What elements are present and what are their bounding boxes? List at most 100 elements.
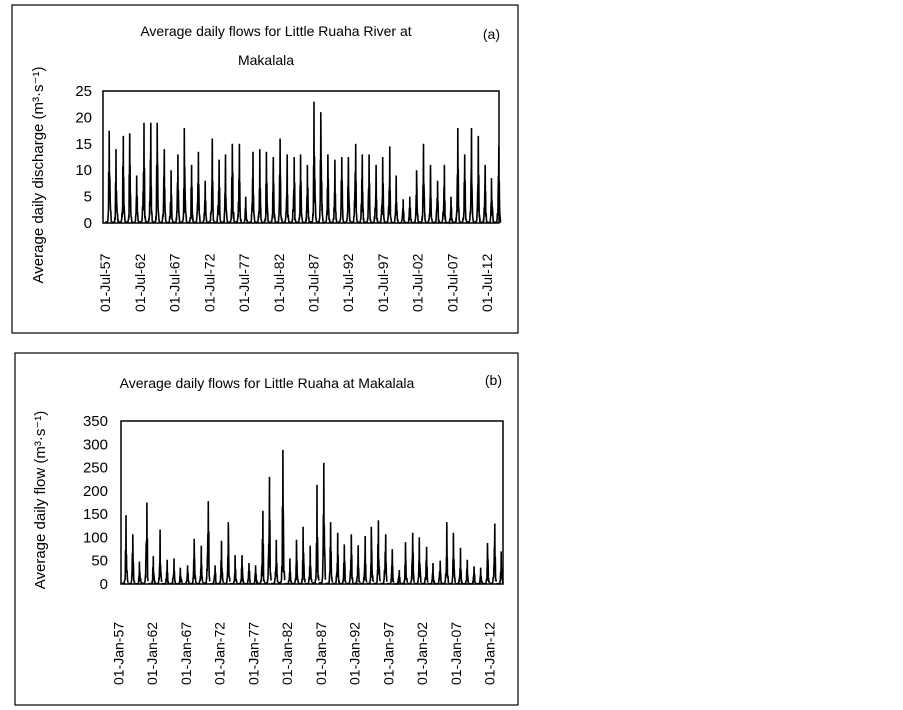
flow-season-12 xyxy=(202,501,211,585)
flow-season-5 xyxy=(139,122,147,223)
x-tick-label: 01-Jan-97 xyxy=(380,622,396,685)
y-tick-label: 150 xyxy=(83,506,108,523)
y-tick-label: 25 xyxy=(75,83,92,100)
flow-season-16 xyxy=(230,555,238,585)
flow-season-29 xyxy=(303,164,311,224)
flow-season-3 xyxy=(141,502,149,585)
flow-season-19 xyxy=(250,565,259,585)
flow-season-7 xyxy=(168,558,177,585)
flow-season-30 xyxy=(325,522,334,585)
x-tick-label: 01-Jul-07 xyxy=(444,253,460,312)
flow-season-25 xyxy=(291,539,300,585)
flow-season-52 xyxy=(460,154,468,224)
flow-season-53 xyxy=(482,542,491,585)
flow-season-44 xyxy=(421,546,429,585)
chart-b-panel-label: (b) xyxy=(485,372,502,388)
flow-season-40 xyxy=(378,156,386,224)
flow-season-30 xyxy=(309,101,318,223)
x-tick-label: 01-Jan-92 xyxy=(347,622,363,685)
flow-season-18 xyxy=(243,562,252,585)
flow-season-17 xyxy=(237,555,245,585)
flow-season-13 xyxy=(209,565,218,585)
flow-season-4 xyxy=(148,556,156,585)
flow-season-24 xyxy=(284,558,293,585)
flow-season-44 xyxy=(405,196,413,224)
x-tick-label: 01-Jan-67 xyxy=(178,622,194,685)
y-tick-label: 0 xyxy=(100,576,108,593)
y-tick-label: 300 xyxy=(83,436,108,453)
flow-season-34 xyxy=(337,156,345,224)
flow-season-6 xyxy=(146,122,154,223)
flow-season-8 xyxy=(159,149,168,224)
flow-season-0 xyxy=(121,515,129,585)
flow-season-43 xyxy=(398,199,406,224)
y-tick-label: 200 xyxy=(83,483,108,500)
flow-season-49 xyxy=(455,547,463,585)
flow-season-29 xyxy=(318,462,327,584)
x-tick-label: 01-Jul-92 xyxy=(340,253,356,312)
x-tick-label: 01-Jul-87 xyxy=(306,253,322,312)
flow-season-15 xyxy=(223,522,231,585)
flow-season-11 xyxy=(196,545,204,585)
flow-season-54 xyxy=(473,135,482,223)
flow-season-46 xyxy=(434,560,443,585)
flow-season-27 xyxy=(305,545,313,585)
flow-season-47 xyxy=(426,164,434,224)
y-tick-label: 50 xyxy=(91,553,108,570)
flow-season-51 xyxy=(468,566,477,585)
x-tick-label: 01-Jul-97 xyxy=(375,253,391,312)
chart-a-frame xyxy=(11,4,519,334)
flow-season-42 xyxy=(407,532,416,585)
flow-season-19 xyxy=(234,143,243,223)
flow-season-21 xyxy=(248,151,256,224)
flow-season-23 xyxy=(262,151,270,224)
flow-season-2 xyxy=(134,561,143,585)
flow-season-55 xyxy=(496,551,504,585)
flow-season-45 xyxy=(412,170,420,224)
flow-season-11 xyxy=(180,127,188,223)
flow-season-55 xyxy=(480,164,488,224)
x-tick-label: 01-Jul-12 xyxy=(479,253,495,312)
flow-season-28 xyxy=(312,484,320,584)
x-tick-label: 01-Jul-77 xyxy=(236,253,252,312)
flow-season-10 xyxy=(173,154,181,224)
x-tick-label: 01-Jan-77 xyxy=(245,622,261,685)
x-tick-label: 01-Jan-62 xyxy=(144,622,160,685)
flow-season-5 xyxy=(155,529,163,585)
chart-a-y-axis-label: Average daily discharge (m³·s⁻¹) xyxy=(30,67,47,284)
flow-season-27 xyxy=(289,156,297,224)
flow-season-22 xyxy=(255,149,263,224)
flow-season-35 xyxy=(344,156,352,224)
flow-season-8 xyxy=(175,567,183,585)
chart-b-y-axis-label: Average daily flow (m³·s⁻¹) xyxy=(32,411,49,590)
x-tick-label: 01-Jan-82 xyxy=(279,622,295,685)
flow-season-38 xyxy=(380,534,388,585)
flow-season-14 xyxy=(216,540,225,585)
y-tick-label: 350 xyxy=(83,413,108,430)
flow-season-20 xyxy=(257,510,266,585)
flow-season-36 xyxy=(350,143,359,223)
flow-season-9 xyxy=(166,170,174,224)
flow-season-46 xyxy=(419,143,427,223)
flow-season-45 xyxy=(428,562,436,585)
flow-season-53 xyxy=(466,127,475,223)
flow-season-26 xyxy=(298,526,306,585)
flow-season-41 xyxy=(400,542,409,586)
flow-season-41 xyxy=(385,146,393,223)
flow-season-31 xyxy=(332,532,341,585)
y-tick-label: 5 xyxy=(84,189,92,206)
flow-season-54 xyxy=(489,523,497,585)
flow-season-24 xyxy=(268,156,277,224)
flow-season-38 xyxy=(364,154,372,224)
flow-season-39 xyxy=(371,164,379,224)
flow-season-15 xyxy=(207,138,215,223)
chart-b-plot-area xyxy=(120,420,504,585)
flow-season-14 xyxy=(200,180,208,224)
x-tick-label: 01-Jan-87 xyxy=(313,622,329,685)
flow-season-26 xyxy=(282,154,290,224)
chart-b-title: Average daily flows for Little Ruaha at … xyxy=(120,375,415,391)
flow-season-17 xyxy=(221,154,229,224)
flow-season-6 xyxy=(161,559,170,585)
flow-season-49 xyxy=(439,164,447,224)
